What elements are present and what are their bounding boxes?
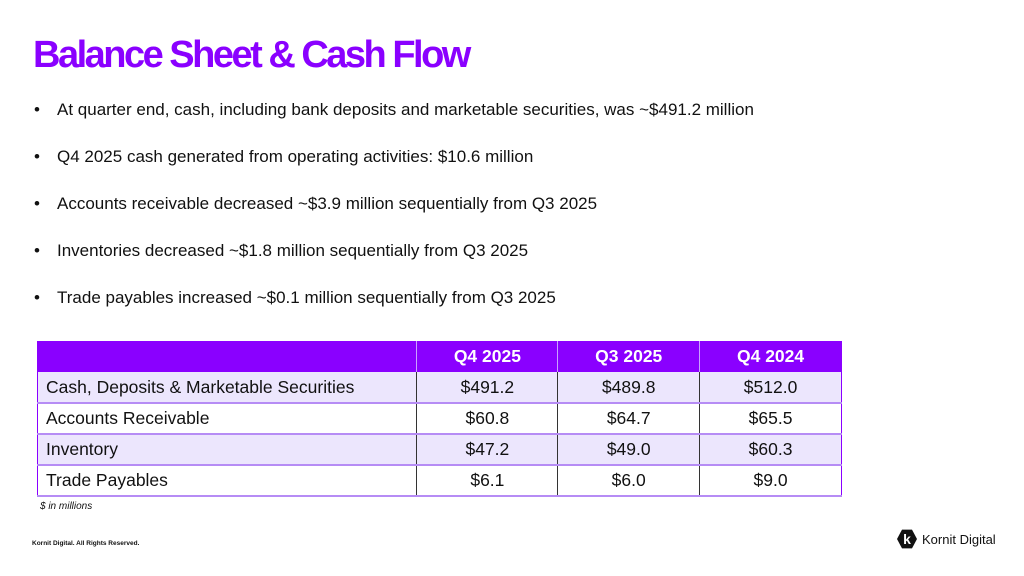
bullet-text: Trade payables increased ~$0.1 million s… <box>57 288 556 307</box>
bullet-item: • Accounts receivable decreased ~$3.9 mil… <box>34 194 754 241</box>
cell: $9.0 <box>699 465 842 497</box>
bullet-item: • Inventories decreased ~$1.8 million seq… <box>34 241 754 288</box>
cell: $60.8 <box>416 403 558 435</box>
units-note: $ in millions <box>40 501 93 512</box>
header-cell: Q4 2024 <box>699 341 842 372</box>
cell: $6.1 <box>416 465 558 497</box>
logo-text: Kornit Digital <box>922 531 996 547</box>
logo-icon: k <box>897 529 917 549</box>
page-title: Balance Sheet & Cash Flow <box>33 34 471 76</box>
bullet-item: • Trade payables increased ~$0.1 million … <box>34 288 754 335</box>
bullet-item: • Q4 2025 cash generated from operating a… <box>34 147 754 194</box>
cell: $491.2 <box>416 372 558 404</box>
bullet-item: • At quarter end, cash, including bank de… <box>34 100 754 147</box>
row-label: Accounts Receivable <box>37 403 417 435</box>
company-logo: k Kornit Digital <box>897 529 996 549</box>
table-row: Inventory $47.2 $49.0 $60.3 <box>37 434 842 466</box>
row-label: Cash, Deposits & Marketable Securities <box>37 372 417 404</box>
cell: $47.2 <box>416 434 558 466</box>
bullet-text: Accounts receivable decreased ~$3.9 mill… <box>57 194 598 213</box>
cell: $512.0 <box>699 372 842 404</box>
header-cell <box>37 341 417 372</box>
cell: $49.0 <box>557 434 700 466</box>
table-row: Accounts Receivable $60.8 $64.7 $65.5 <box>37 403 842 435</box>
copyright: Kornit Digital. All Rights Reserved. <box>32 540 140 547</box>
row-label: Trade Payables <box>37 465 417 497</box>
cell: $64.7 <box>557 403 700 435</box>
bullet-list: • At quarter end, cash, including bank de… <box>34 100 754 335</box>
row-label: Inventory <box>37 434 417 466</box>
cell: $60.3 <box>699 434 842 466</box>
balance-table: Q4 2025 Q3 2025 Q4 2024 Cash, Deposits &… <box>37 341 842 497</box>
header-cell: Q3 2025 <box>557 341 700 372</box>
bullet-text: Q4 2025 cash generated from operating ac… <box>57 147 534 166</box>
cell: $489.8 <box>557 372 700 404</box>
cell: $65.5 <box>699 403 842 435</box>
table-header: Q4 2025 Q3 2025 Q4 2024 <box>37 341 842 372</box>
bullet-text: Inventories decreased ~$1.8 million sequ… <box>57 241 529 260</box>
cell: $6.0 <box>557 465 700 497</box>
header-cell: Q4 2025 <box>416 341 558 372</box>
bullet-text: At quarter end, cash, including bank dep… <box>57 100 754 119</box>
table-row: Trade Payables $6.1 $6.0 $9.0 <box>37 465 842 497</box>
table-row: Cash, Deposits & Marketable Securities $4… <box>37 372 842 404</box>
